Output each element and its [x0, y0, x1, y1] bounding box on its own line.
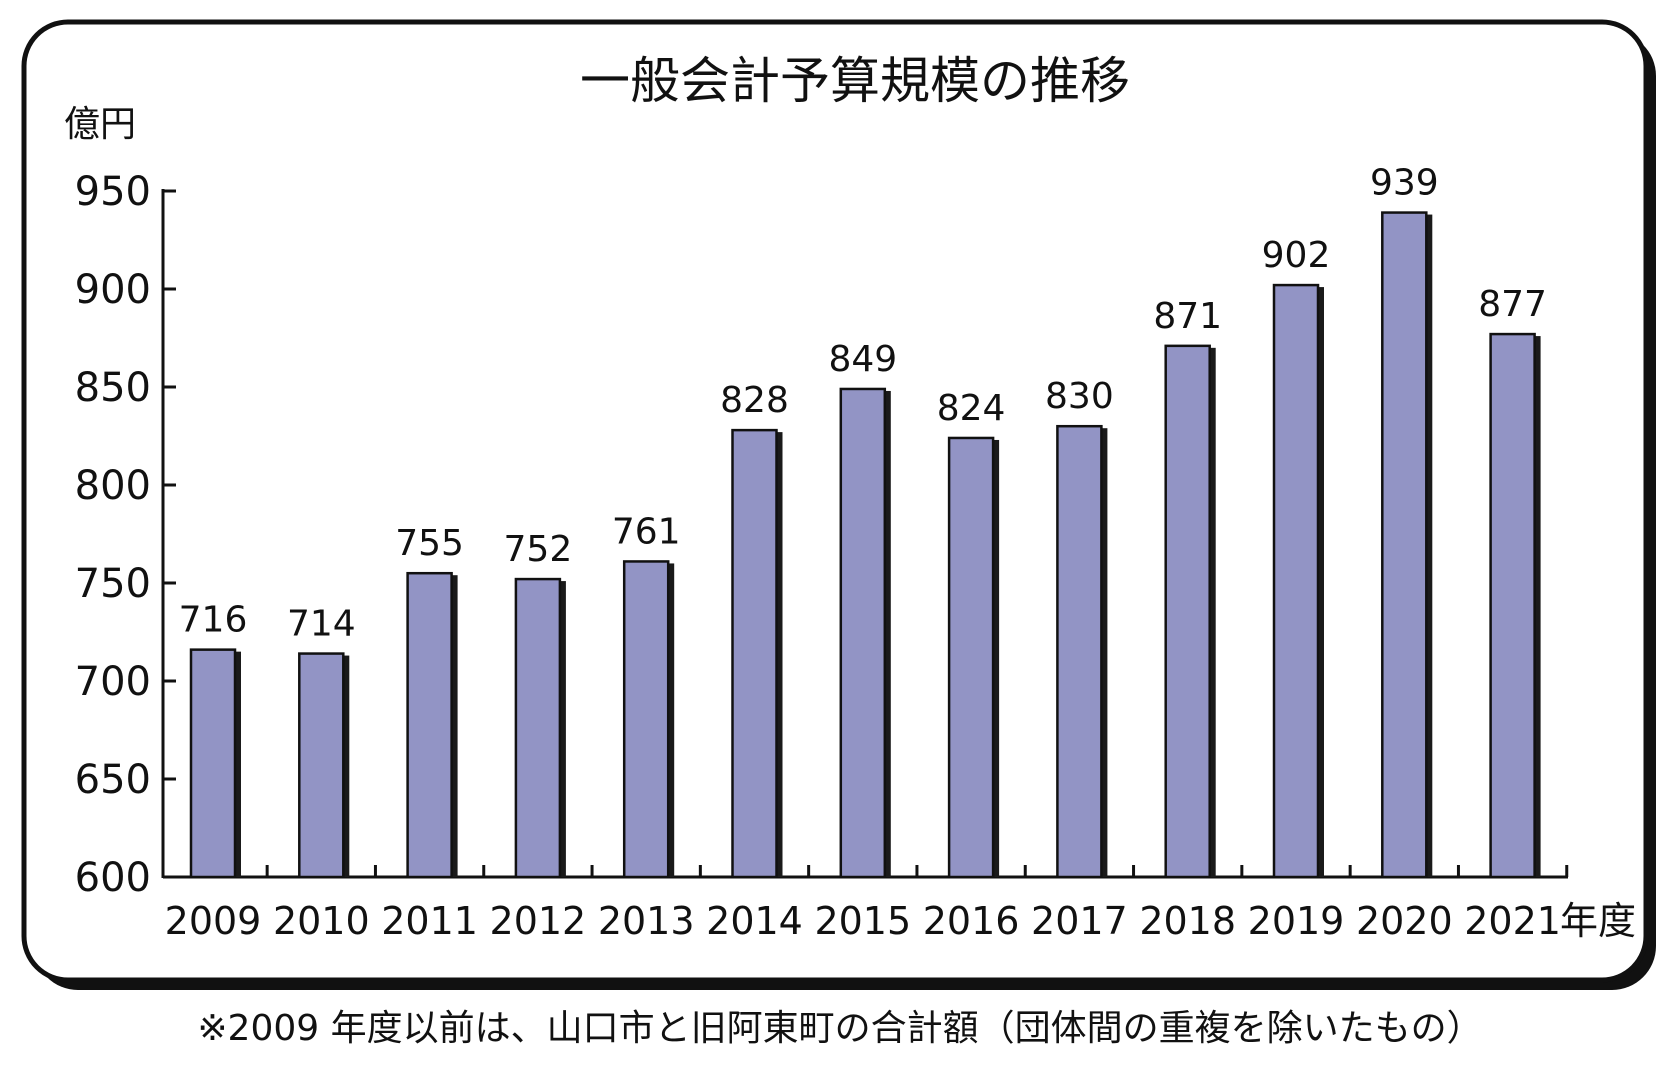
- x-tick-label-2011: 2011: [381, 899, 478, 943]
- bars: [189, 211, 1541, 879]
- value-label-2018: 871: [1153, 296, 1222, 337]
- x-tick-label-2014: 2014: [706, 899, 803, 943]
- value-label-2021: 877: [1478, 284, 1547, 325]
- footnote: ※2009 年度以前は、山口市と旧阿東町の合計額（団体間の重複を除いたもの）: [197, 1008, 1482, 1049]
- bar-2020: [1381, 211, 1428, 879]
- value-label-2012: 752: [504, 529, 573, 570]
- y-tick-label-950: 950: [75, 169, 151, 215]
- bar-2015: [839, 387, 887, 879]
- bar-2012: [514, 577, 562, 879]
- x-tick-label-2018: 2018: [1139, 899, 1236, 943]
- value-label-2019: 902: [1262, 235, 1331, 276]
- value-label-2020: 939: [1370, 163, 1439, 204]
- y-tick-label-850: 850: [75, 365, 151, 411]
- y-tick-label-700: 700: [75, 659, 151, 705]
- value-label-2013: 761: [612, 511, 681, 552]
- value-label-2015: 849: [828, 339, 897, 380]
- bar-2010: [298, 652, 345, 879]
- y-tick-label-650: 650: [75, 757, 151, 803]
- x-tick-label-2017: 2017: [1031, 899, 1128, 943]
- bar-2013: [622, 560, 670, 879]
- value-label-2014: 828: [720, 380, 789, 421]
- bar-2016: [947, 436, 995, 879]
- labels: 716 2009 714 2010 755 2011 752 2012 761 2013 828 20…: [165, 163, 1561, 943]
- x-tick-label-2021: 2021: [1464, 899, 1561, 943]
- x-tick-label-2012: 2012: [490, 899, 587, 943]
- value-label-2016: 824: [937, 388, 1006, 429]
- x-axis-unit: 年度: [1560, 899, 1636, 943]
- bar-2019: [1272, 283, 1320, 879]
- y-tick-label-750: 750: [75, 561, 151, 607]
- x-tick-label-2015: 2015: [814, 899, 911, 943]
- y-tick-label-600: 600: [75, 855, 151, 901]
- value-label-2017: 830: [1045, 376, 1114, 417]
- value-label-2010: 714: [287, 604, 356, 645]
- x-tick-label-2009: 2009: [165, 899, 262, 943]
- y-tick-label-900: 900: [75, 267, 151, 313]
- value-label-2011: 755: [395, 523, 464, 564]
- chart-title: 一般会計予算規模の推移: [580, 52, 1130, 110]
- value-label-2009: 716: [179, 600, 248, 641]
- x-tick-label-2013: 2013: [598, 899, 695, 943]
- y-tick-label-800: 800: [75, 463, 151, 509]
- x-tick-label-2019: 2019: [1248, 899, 1345, 943]
- x-tick-label-2020: 2020: [1356, 899, 1453, 943]
- bar-2021: [1489, 332, 1536, 879]
- bar-2011: [406, 571, 453, 879]
- bar-2014: [731, 428, 778, 879]
- axes: 600 650 700 750 800 850 900 950: [75, 169, 1569, 901]
- x-tick-label-2010: 2010: [273, 899, 370, 943]
- bar-2018: [1164, 344, 1211, 879]
- bar-2009: [189, 648, 237, 879]
- x-tick-label-2016: 2016: [923, 899, 1020, 943]
- bar-2017: [1056, 424, 1103, 879]
- y-axis-unit: 億円: [64, 104, 136, 145]
